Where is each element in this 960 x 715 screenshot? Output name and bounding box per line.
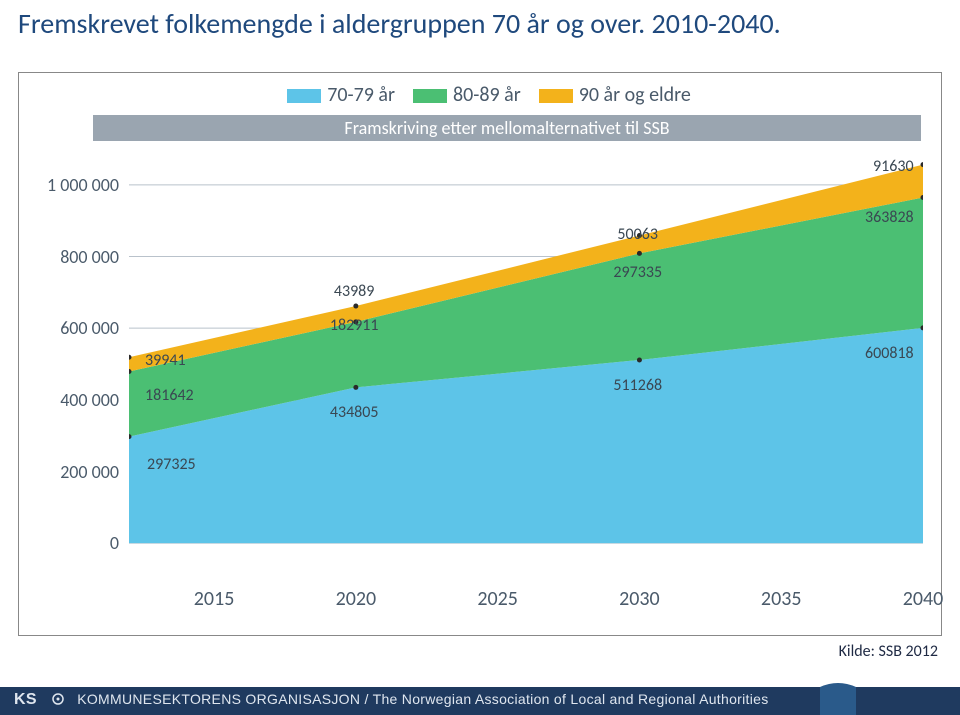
footer-brand: KS — [14, 691, 37, 708]
y-tick-label: 800 000 — [9, 246, 119, 268]
data-label: 39941 — [145, 351, 186, 370]
x-tick-label: 2020 — [336, 587, 377, 611]
legend-swatch — [287, 89, 321, 103]
data-label: 43989 — [334, 282, 375, 301]
x-tick-label: 2015 — [194, 587, 235, 611]
data-label: 50063 — [617, 225, 658, 244]
data-label: 297325 — [147, 455, 196, 474]
chart-container: 70-79 år 80-89 år 90 år og eldre Framskriv… — [18, 72, 942, 636]
source-text: Kilde: SSB 2012 — [839, 642, 938, 661]
data-label: 91630 — [873, 157, 914, 176]
data-label: 182911 — [330, 316, 379, 335]
footer-org-text: KOMMUNESEKTORENS ORGANISASJON / The Norw… — [77, 691, 768, 707]
y-tick-label: 200 000 — [9, 461, 119, 483]
x-tick-label: 2040 — [903, 587, 944, 611]
x-tick-label: 2030 — [619, 587, 660, 611]
legend-label: 80-89 år — [453, 83, 521, 107]
data-label: 297335 — [613, 263, 662, 282]
page-title: Fremskrevet folkemengde i aldergruppen 7… — [18, 6, 781, 41]
data-label: 600818 — [865, 344, 914, 363]
y-tick-label: 1 000 000 — [9, 174, 119, 196]
data-label: 363828 — [865, 208, 914, 227]
chart-plot — [129, 149, 923, 579]
footer-text: KS KOMMUNESEKTORENS ORGANISASJON / The N… — [14, 691, 769, 709]
footer: KS KOMMUNESEKTORENS ORGANISASJON / The N… — [0, 679, 960, 715]
gear-icon — [51, 692, 65, 706]
y-tick-label: 600 000 — [9, 317, 119, 339]
legend-label: 70-79 år — [327, 83, 395, 107]
chart-subtitle: Framskriving etter mellomalternativet ti… — [93, 115, 921, 141]
data-label: 511268 — [613, 376, 662, 395]
legend-swatch — [413, 89, 447, 103]
legend-swatch — [539, 89, 573, 103]
data-label: 434805 — [330, 403, 379, 422]
legend-label: 90 år og eldre — [579, 83, 691, 107]
x-tick-label: 2025 — [477, 587, 518, 611]
chart-legend: 70-79 år 80-89 år 90 år og eldre — [19, 83, 941, 107]
data-label: 181642 — [145, 386, 194, 405]
y-tick-label: 400 000 — [9, 389, 119, 411]
y-tick-label: 0 — [9, 532, 119, 554]
x-tick-label: 2035 — [761, 587, 802, 611]
